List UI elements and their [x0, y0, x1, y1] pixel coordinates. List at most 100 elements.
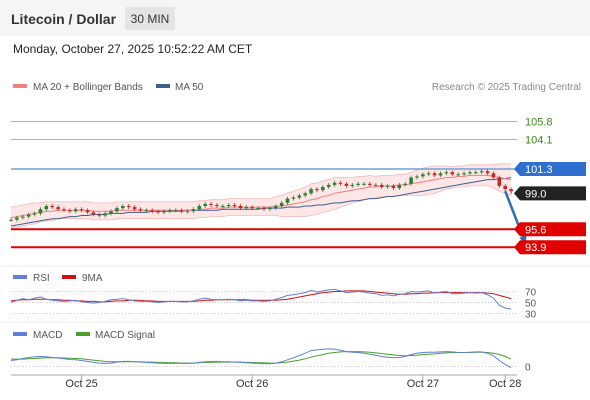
macd-legend: MACD MACD Signal: [13, 330, 155, 341]
candle-body: [274, 206, 278, 209]
candle-body: [409, 177, 413, 184]
candle-body: [368, 183, 372, 185]
candle-body: [497, 177, 502, 186]
candle-body: [474, 172, 478, 174]
candle-body: [403, 183, 407, 185]
candle-body: [379, 184, 384, 187]
level-label-last: 99.0: [525, 188, 546, 200]
candle-body: [468, 172, 472, 174]
x-tick-label: Oct 27: [407, 378, 439, 390]
candle-body: [173, 210, 178, 212]
candle-body: [485, 171, 490, 174]
candle-body: [426, 173, 431, 175]
level-label-pivot: 101.3: [525, 164, 553, 176]
candle-body: [268, 208, 272, 210]
candle-body: [185, 211, 190, 213]
interval-badge[interactable]: [125, 7, 175, 30]
level-label-target: 105.8: [525, 117, 553, 129]
candle-body: [109, 211, 113, 214]
candle-body: [291, 197, 296, 199]
macd-tick-label: 0: [525, 362, 531, 373]
legend-ma20: MA 20 + Bollinger Bands: [33, 82, 143, 93]
candle-body: [338, 182, 343, 184]
candle-body: [191, 209, 196, 212]
macd-panel: 0: [10, 348, 531, 373]
candle-body: [103, 213, 107, 216]
candle-body: [503, 185, 507, 190]
candle-body: [332, 182, 337, 185]
candle-body: [144, 210, 149, 212]
candle-body: [391, 185, 396, 188]
candle-body: [309, 189, 313, 194]
candle-body: [432, 173, 437, 176]
candle-body: [56, 207, 60, 210]
candle-body: [297, 195, 302, 198]
candle-body: [250, 207, 254, 209]
candle-body: [162, 211, 166, 213]
candle-body: [315, 189, 319, 191]
candle-body: [9, 219, 13, 221]
candle-body: [356, 183, 360, 185]
candle-body: [479, 171, 484, 173]
legend-swatch-macd: [13, 332, 27, 336]
level-tag-pivot: [514, 162, 586, 177]
macd-signal-line: [11, 351, 512, 364]
copyright: Research © 2025 Trading Central: [432, 82, 581, 93]
candle-body: [132, 207, 137, 210]
legend-swatch-macd-signal: [76, 332, 90, 336]
level-label-target: 104.1: [525, 135, 553, 147]
candle-body: [121, 206, 125, 209]
candle-body: [321, 187, 325, 191]
candle-body: [26, 214, 31, 217]
candle-body: [197, 206, 202, 210]
candle-body: [385, 185, 390, 187]
candle-body: [85, 210, 90, 213]
bollinger-upper-line: [10, 163, 512, 208]
candle-body: [362, 183, 366, 185]
candle-body: [62, 209, 66, 211]
legend-ma50: MA 50: [175, 82, 204, 93]
x-axis: Oct 25 Oct 26 Oct 27 Oct 28: [65, 375, 521, 390]
candle-body: [244, 207, 249, 209]
candle-body: [303, 193, 307, 196]
level-lines: [11, 121, 517, 249]
candle-body: [238, 206, 243, 209]
legend-swatch-ma20: [13, 84, 27, 88]
rsi-line: [10, 288, 512, 310]
candle-body: [38, 209, 43, 214]
candle-body: [97, 214, 102, 216]
legend-macd-signal: MACD Signal: [95, 330, 155, 341]
legend-swatch-ma50: [156, 84, 170, 88]
rsi-tick-label: 50: [525, 299, 537, 310]
level-label-support: 95.6: [525, 224, 546, 236]
candle-body: [350, 184, 355, 186]
candle-body: [179, 210, 184, 212]
legend-rsi: RSI: [33, 273, 50, 284]
candle-body: [421, 174, 425, 177]
candle-body: [44, 206, 49, 210]
candle-body: [21, 216, 25, 218]
candle-body: [232, 205, 237, 207]
candle-body: [491, 173, 496, 178]
x-tick-label: Oct 25: [65, 378, 97, 390]
interval-label: 30 MIN: [131, 12, 170, 26]
candle-body: [285, 198, 290, 203]
candle-body: [462, 173, 466, 175]
candle-body: [79, 209, 84, 211]
candle-body: [509, 189, 513, 192]
candle-body: [209, 203, 213, 205]
candle-body: [397, 184, 402, 189]
candle-body: [415, 176, 419, 178]
candle-body: [444, 172, 449, 174]
header-bar: [0, 0, 590, 36]
x-tick-label: Oct 26: [236, 378, 268, 390]
candle-body: [115, 208, 119, 212]
candle-body: [438, 173, 443, 176]
candle-body: [156, 211, 160, 213]
candle-body: [73, 209, 78, 212]
candle-body: [450, 172, 455, 175]
legend-rsi-ma: 9MA: [82, 273, 103, 284]
candle-body: [344, 183, 349, 186]
